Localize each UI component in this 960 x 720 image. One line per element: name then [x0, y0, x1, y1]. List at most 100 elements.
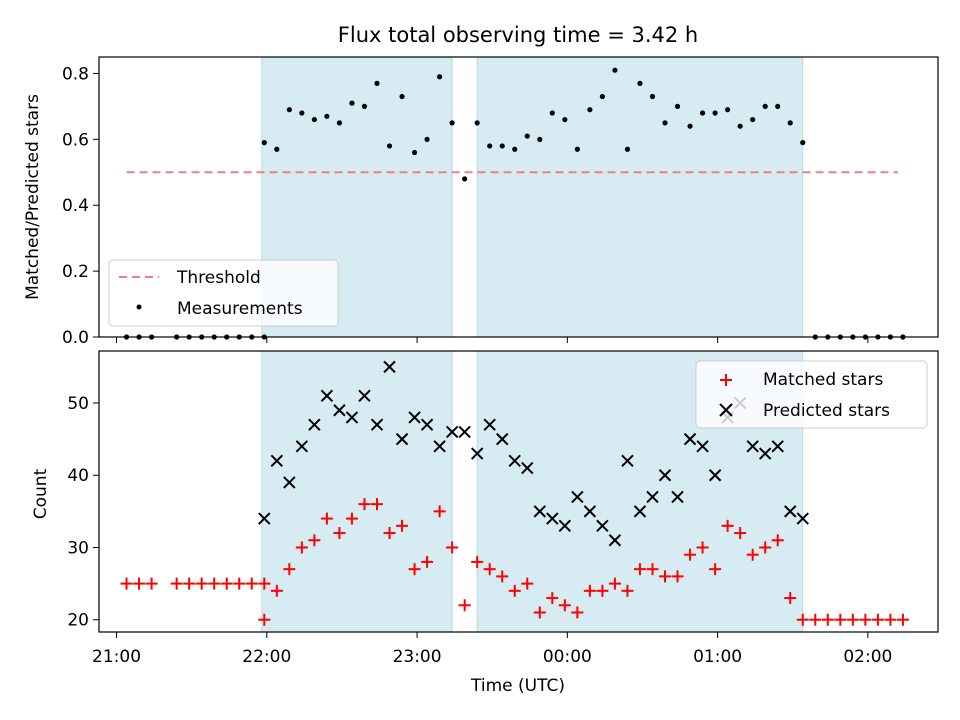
matched-star-point: [533, 606, 546, 619]
predicted-star-point: [784, 505, 797, 518]
measurement-point: [449, 120, 455, 126]
matched-legend-marker: [720, 374, 732, 386]
measurement-point: [624, 146, 631, 152]
measurement-point: [512, 146, 518, 152]
measurement-point: [787, 120, 793, 126]
predicted-star-point: [345, 411, 359, 424]
predicted-legend-label: Predicted stars: [763, 401, 890, 421]
matched-star-point: [646, 563, 659, 576]
matched-star-point: [771, 534, 784, 547]
predicted-star-point: [771, 440, 784, 453]
matched-star-point: [120, 577, 133, 590]
predicted-star-point: [320, 389, 334, 402]
matched-star-point: [433, 505, 446, 518]
x-tick-label: 23:00: [393, 647, 442, 667]
predicted-star-point: [796, 512, 809, 525]
matched-star-point: [846, 613, 859, 626]
measurement-point: [286, 107, 292, 113]
measurement-point: [699, 110, 706, 116]
measurements-legend-label: Measurements: [177, 299, 303, 319]
predicted-star-point: [433, 440, 446, 453]
observing-intervals: [261, 350, 804, 633]
measurement-point: [499, 143, 505, 149]
predicted-star-point: [295, 440, 309, 453]
matched-star-point: [358, 498, 371, 511]
matched-star-point: [458, 599, 471, 612]
ratio-panel-frame: [98, 56, 939, 338]
x-tick-label: 00:00: [543, 647, 592, 667]
matched-star-point: [671, 570, 684, 583]
matched-star-point: [721, 519, 734, 532]
predicted-star-point: [658, 469, 672, 482]
measurement-point: [411, 149, 418, 156]
predicted-star-point: [283, 476, 296, 489]
matched-star-point: [884, 613, 897, 626]
predicted-star-point: [408, 411, 421, 424]
matched-star-point: [896, 613, 909, 626]
predicted-star-point: [483, 418, 496, 431]
predicted-star-point: [633, 505, 647, 518]
threshold-legend-label: Threshold: [176, 268, 261, 288]
measurement-point: [324, 113, 330, 119]
measurement-point: [399, 93, 405, 100]
measurement-point: [311, 116, 317, 123]
matched-star-point: [483, 563, 496, 576]
y-tick-label: 0.2: [62, 262, 89, 282]
matched-star-point: [571, 606, 584, 619]
ratio-legend: Threshold Measurements: [108, 259, 339, 327]
predicted-legend-marker: [719, 403, 733, 417]
predicted-star-point: [571, 490, 584, 504]
measurement-point: [261, 140, 267, 146]
matched-star-point: [633, 563, 646, 576]
predicted-star-point: [683, 432, 697, 446]
predicted-star-point: [308, 418, 321, 431]
predicted-star-point: [270, 454, 284, 468]
ratio-x-ticks: [116, 337, 869, 343]
count-x-ticks: 21:00 22:00 23:00 00:00 01:00 02:00: [92, 632, 892, 667]
y-tick-label: 50: [67, 394, 89, 414]
matched-star-point: [871, 613, 884, 626]
predicted-star-point: [558, 519, 572, 533]
matched-legend-label: Matched stars: [763, 370, 883, 390]
matched-star-point: [421, 555, 434, 568]
predicted-star-point: [458, 425, 471, 439]
x-tick-label: 21:00: [92, 647, 141, 667]
matched-star-point: [546, 592, 559, 605]
matched-star-point: [258, 613, 271, 626]
matched-star-point: [345, 512, 358, 525]
matched-star-point: [308, 534, 321, 547]
matched-star-point: [245, 577, 258, 590]
matched-star-point: [145, 577, 158, 590]
predicted-star-point: [358, 389, 371, 402]
measurement-point: [762, 103, 768, 110]
matched-star-point: [746, 548, 759, 561]
measurement-point: [599, 93, 606, 100]
matched-star-point: [558, 599, 571, 612]
y-tick-label: 30: [67, 538, 89, 558]
measurement-point: [775, 103, 781, 110]
measurement-point: [424, 136, 430, 142]
matched-star-point: [208, 577, 221, 590]
matched-star-point: [258, 577, 271, 590]
predicted-star-point: [758, 447, 772, 460]
matched-star-point: [796, 613, 809, 626]
predicted-star-point: [333, 404, 346, 417]
matched-star-point: [408, 563, 421, 576]
ratio-y-ticks: 0.0 0.2 0.4 0.6 0.8: [62, 64, 99, 348]
measurement-point: [712, 110, 718, 116]
matched-star-point: [471, 555, 484, 568]
predicted-star-point: [608, 534, 622, 547]
count-y-ticks: 20 30 40 50: [67, 394, 99, 631]
observing-intervals: [261, 56, 804, 338]
matched-star-point: [446, 541, 459, 554]
predicted-star-point: [596, 519, 609, 533]
matched-star-point: [233, 577, 246, 590]
predicted-star-point: [420, 418, 434, 431]
matched-star-point: [759, 541, 772, 554]
matched-star-point: [333, 527, 346, 540]
chart-title: Flux total observing time = 3.42 h: [338, 23, 698, 47]
matched-star-point: [183, 577, 196, 590]
ratio-y-axis-label: Matched/Predicted stars: [23, 94, 43, 300]
